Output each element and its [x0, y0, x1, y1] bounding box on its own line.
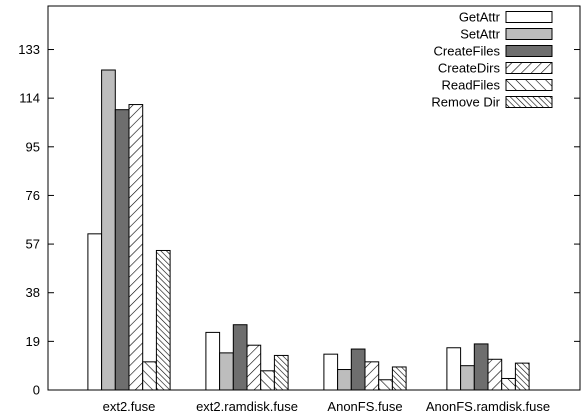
legend-label: Remove Dir: [431, 95, 500, 110]
y-tick-label: 38: [26, 285, 40, 300]
bar: [446, 347, 462, 391]
bar: [87, 233, 103, 391]
y-tick-label: 95: [26, 139, 40, 154]
plot-frame: [47, 5, 581, 391]
y-tick-label: 19: [26, 334, 40, 349]
bar: [205, 331, 221, 391]
legend-swatch: [505, 62, 553, 74]
bar: [364, 361, 380, 391]
bar: [219, 352, 234, 391]
bar: [142, 361, 157, 391]
bars-group: [87, 69, 530, 391]
legend-label: GetAttr: [459, 10, 501, 25]
x-axis: ext2.fuse ext2.ramdisk.fuse AnonFS.fuse Ano…: [103, 399, 551, 414]
legend-swatch: [505, 96, 553, 108]
y-tick-label: 76: [26, 188, 40, 203]
legend-swatch: [505, 45, 553, 57]
bar: [273, 354, 289, 391]
legend-label: ReadFiles: [441, 78, 500, 93]
y-tick-label: 133: [18, 42, 40, 57]
bar: [487, 358, 503, 391]
legend: GetAttr SetAttr CreateFiles CreateDirs ReadF…: [431, 10, 553, 110]
legend-swatch: [505, 28, 553, 40]
legend-label: CreateDirs: [438, 61, 501, 76]
x-tick-label: ext2.ramdisk.fuse: [196, 399, 298, 414]
y-tick-label: 0: [33, 383, 40, 398]
bar: [114, 109, 130, 391]
bar: [501, 377, 516, 391]
bar: [232, 324, 248, 391]
bar: [246, 344, 262, 391]
bar: [155, 249, 171, 391]
x-tick-label: AnonFS.ramdisk.fuse: [426, 399, 550, 414]
legend-swatch: [505, 11, 553, 23]
bar: [128, 104, 144, 391]
bar: [260, 370, 275, 391]
bar: [391, 366, 407, 391]
legend-label: CreateFiles: [434, 44, 501, 59]
y-tick-label: 114: [19, 91, 40, 106]
bar: [460, 365, 475, 391]
y-tick-label: 57: [26, 237, 40, 252]
legend-swatch: [505, 79, 553, 91]
bar: [350, 348, 366, 391]
bar: [337, 369, 352, 391]
y-axis: 0 19 38 57 76 95 114 133: [18, 42, 580, 398]
bar: [378, 379, 393, 391]
bar: [101, 69, 116, 391]
bar: [514, 362, 530, 391]
legend-label: SetAttr: [460, 27, 500, 42]
x-tick-label: ext2.fuse: [103, 399, 156, 414]
bar: [323, 353, 339, 391]
x-tick-label: AnonFS.fuse: [327, 399, 402, 414]
bar: [473, 343, 489, 391]
